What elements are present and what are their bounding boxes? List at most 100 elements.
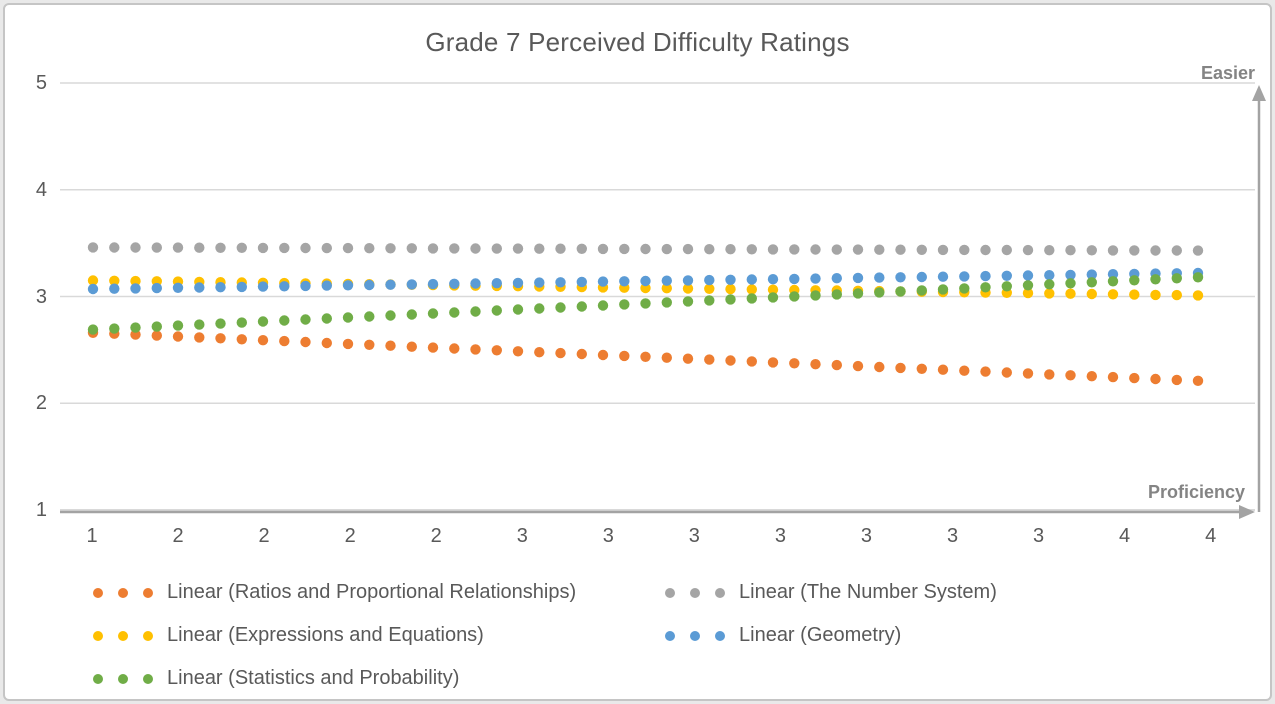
data-point-series-4 bbox=[534, 303, 545, 314]
data-point-series-1 bbox=[300, 242, 311, 254]
data-point-series-1 bbox=[789, 244, 800, 255]
data-point-series-1 bbox=[215, 242, 226, 253]
data-point-series-4 bbox=[1044, 279, 1055, 290]
data-point-series-1 bbox=[682, 243, 694, 255]
data-point-series-3 bbox=[1044, 270, 1055, 281]
data-point-series-0 bbox=[342, 338, 354, 350]
data-point-series-3 bbox=[364, 279, 375, 291]
data-point-series-1 bbox=[555, 243, 566, 254]
legend-dot-icon bbox=[143, 630, 153, 641]
data-point-series-0 bbox=[491, 345, 502, 356]
legend-dot-icon bbox=[143, 673, 153, 684]
y-axis-tick-label: 2 bbox=[35, 392, 47, 415]
data-point-series-1 bbox=[172, 242, 184, 253]
data-point-series-2 bbox=[109, 275, 120, 286]
legend-marker-icon bbox=[665, 587, 725, 598]
data-point-series-0 bbox=[1129, 372, 1140, 384]
x-axis-arrowhead bbox=[1239, 505, 1255, 519]
x-axis-tick-label: 3 bbox=[602, 525, 614, 547]
legend-label: Linear (Geometry) bbox=[739, 624, 902, 646]
data-point-series-3 bbox=[1001, 270, 1012, 281]
data-point-series-4 bbox=[1022, 280, 1034, 291]
data-point-series-4 bbox=[512, 304, 524, 315]
data-point-series-1 bbox=[895, 244, 906, 255]
data-point-series-4 bbox=[661, 297, 672, 308]
data-point-series-0 bbox=[1192, 375, 1204, 386]
data-point-series-4 bbox=[704, 295, 715, 306]
data-point-series-3 bbox=[491, 278, 502, 289]
data-point-series-4 bbox=[555, 302, 566, 313]
data-point-series-4 bbox=[1150, 274, 1161, 285]
data-point-series-3 bbox=[385, 279, 396, 290]
data-point-series-0 bbox=[661, 352, 672, 363]
data-point-series-0 bbox=[215, 333, 226, 344]
data-point-series-3 bbox=[534, 277, 545, 288]
data-point-series-1 bbox=[427, 243, 439, 254]
data-point-series-0 bbox=[449, 343, 460, 354]
data-point-series-1 bbox=[704, 244, 715, 255]
data-point-series-1 bbox=[449, 243, 460, 254]
data-point-series-1 bbox=[194, 242, 205, 253]
y-axis-tick-label: 5 bbox=[35, 72, 47, 94]
x-axis-tick-label: 3 bbox=[1032, 525, 1045, 547]
data-point-series-0 bbox=[597, 349, 609, 361]
x-axis-tick-label: 3 bbox=[516, 525, 528, 547]
data-point-series-3 bbox=[87, 283, 99, 295]
data-point-series-4 bbox=[1001, 281, 1012, 292]
data-point-series-4 bbox=[874, 287, 885, 298]
data-point-series-1 bbox=[810, 244, 821, 255]
chart-title: Grade 7 Perceived Difficulty Ratings bbox=[425, 27, 850, 57]
data-point-series-3 bbox=[980, 270, 991, 282]
data-point-series-0 bbox=[1022, 368, 1034, 379]
legend-item-0: Linear (Ratios and Proportional Relation… bbox=[93, 581, 665, 604]
data-point-series-3 bbox=[895, 272, 906, 283]
data-point-series-0 bbox=[534, 347, 545, 358]
legend-dot-icon bbox=[118, 673, 128, 684]
data-point-series-0 bbox=[427, 342, 439, 353]
legend-item-1: Linear (The Number System) bbox=[665, 581, 997, 604]
data-point-series-0 bbox=[619, 350, 630, 362]
data-point-series-3 bbox=[342, 280, 354, 291]
data-point-series-4 bbox=[682, 296, 694, 307]
data-point-series-3 bbox=[1086, 269, 1098, 280]
data-point-series-1 bbox=[130, 242, 141, 253]
data-point-series-4 bbox=[1192, 272, 1204, 283]
data-point-series-4 bbox=[1107, 276, 1119, 287]
data-point-series-1 bbox=[1065, 245, 1076, 256]
x-axis-tick-label: 2 bbox=[430, 525, 442, 547]
legend-dot-icon bbox=[143, 587, 153, 598]
data-point-series-0 bbox=[1171, 374, 1183, 386]
data-point-series-0 bbox=[1044, 369, 1055, 380]
data-point-series-0 bbox=[980, 366, 991, 377]
legend-label: Linear (The Number System) bbox=[739, 581, 997, 603]
data-point-series-4 bbox=[789, 291, 800, 302]
data-point-series-4 bbox=[257, 316, 269, 327]
data-point-series-1 bbox=[916, 244, 927, 255]
legend-marker-icon bbox=[93, 673, 153, 684]
x-axis-tick-label: 2 bbox=[258, 525, 270, 547]
data-point-series-1 bbox=[151, 242, 162, 253]
x-axis-tick-label: 1 bbox=[86, 525, 98, 547]
data-point-series-3 bbox=[236, 281, 247, 293]
data-point-series-4 bbox=[1065, 278, 1076, 289]
data-point-series-1 bbox=[236, 242, 247, 253]
data-point-series-1 bbox=[491, 243, 502, 254]
data-point-series-3 bbox=[555, 277, 566, 288]
data-point-series-4 bbox=[364, 311, 375, 322]
data-point-series-3 bbox=[130, 283, 141, 294]
data-point-series-4 bbox=[959, 283, 970, 294]
legend-item-4: Linear (Statistics and Probability) bbox=[93, 667, 665, 690]
plot-area bbox=[60, 82, 1266, 519]
data-point-series-4 bbox=[87, 324, 99, 335]
data-point-series-0 bbox=[279, 335, 290, 347]
x-axis-tick-label: 3 bbox=[774, 525, 786, 547]
data-point-series-4 bbox=[1129, 275, 1140, 286]
legend-dot-icon bbox=[715, 587, 725, 598]
data-point-series-4 bbox=[279, 315, 290, 326]
data-point-series-1 bbox=[1192, 245, 1204, 256]
legend-marker-icon bbox=[665, 630, 725, 641]
data-point-series-3 bbox=[767, 274, 779, 285]
data-point-series-0 bbox=[874, 361, 885, 373]
data-point-series-0 bbox=[746, 356, 757, 367]
data-point-series-0 bbox=[1150, 373, 1161, 385]
